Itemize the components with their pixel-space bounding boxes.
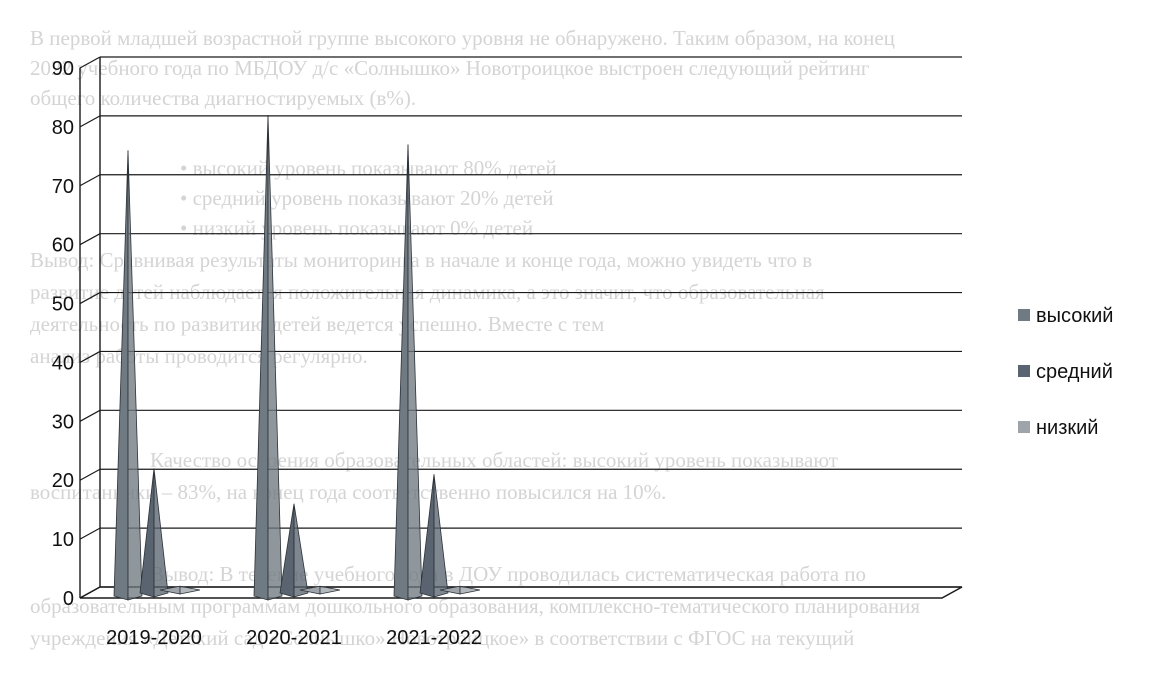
gridlines: [79, 56, 962, 599]
y-tick-label: 0: [63, 588, 74, 610]
cone-shade-2-2020-2021: [293, 503, 309, 598]
side-wall-gridline: [79, 527, 101, 540]
legend: высокий средний низкий: [1018, 305, 1113, 439]
side-wall-gridline: [79, 409, 101, 422]
side-wall-gridline: [79, 233, 101, 246]
cone-shade-2-2019-2020: [153, 468, 169, 598]
data-marks: [113, 115, 481, 601]
side-wall-gridline: [79, 56, 101, 69]
side-wall-gridline: [79, 292, 101, 305]
y-tick-label: 40: [52, 352, 74, 374]
side-wall-gridline: [79, 174, 101, 187]
x-category-label: 2020-2021: [246, 627, 342, 649]
cone-1-2019-2020: [113, 150, 129, 601]
x-category-label: 2019-2020: [106, 627, 202, 649]
y-tick-label: 50: [52, 294, 74, 316]
y-tick-label: 70: [52, 176, 74, 198]
cone-1-2021-2022: [393, 144, 409, 601]
legend-label: низкий: [1036, 417, 1098, 439]
legend-label: высокий: [1036, 305, 1113, 327]
y-tick-label: 90: [52, 58, 74, 80]
chart-floor: [79, 586, 963, 599]
y-tick-label: 20: [52, 470, 74, 492]
legend-label: средний: [1036, 361, 1113, 383]
cone-2-2019-2020: [139, 468, 155, 598]
cone-shade-3-2019-2020: [179, 585, 201, 595]
legend-swatch: [1018, 365, 1030, 377]
legend-swatch: [1018, 309, 1030, 321]
y-tick-label: 30: [52, 411, 74, 433]
y-tick-label: 60: [52, 235, 74, 257]
cone-shade-3-2021-2022: [459, 585, 481, 595]
legend-swatch: [1018, 421, 1030, 433]
cone-shade-1-2020-2021: [267, 115, 283, 601]
x-category-label: 2021-2022: [386, 627, 482, 649]
side-wall-gridline: [79, 350, 101, 363]
cone-2-2021-2022: [419, 474, 435, 598]
side-wall-gridline: [79, 115, 101, 128]
y-axis-ticks: 0 10 20 30 40 50 60 70 80 90: [52, 58, 74, 610]
y-tick-label: 80: [52, 117, 74, 139]
side-wall-gridline: [79, 468, 101, 481]
cone-shade-1-2019-2020: [127, 150, 143, 601]
axes: [79, 57, 963, 599]
x-axis-labels: 2019-2020 2020-2021 2021-2022: [106, 627, 482, 649]
cone-1-2020-2021: [253, 115, 269, 601]
cone-shade-3-2020-2021: [319, 585, 341, 595]
cone-2-2020-2021: [279, 503, 295, 598]
cone-shade-2-2021-2022: [433, 474, 449, 598]
y-tick-label: 10: [52, 529, 74, 551]
cone-shade-1-2021-2022: [407, 144, 423, 601]
